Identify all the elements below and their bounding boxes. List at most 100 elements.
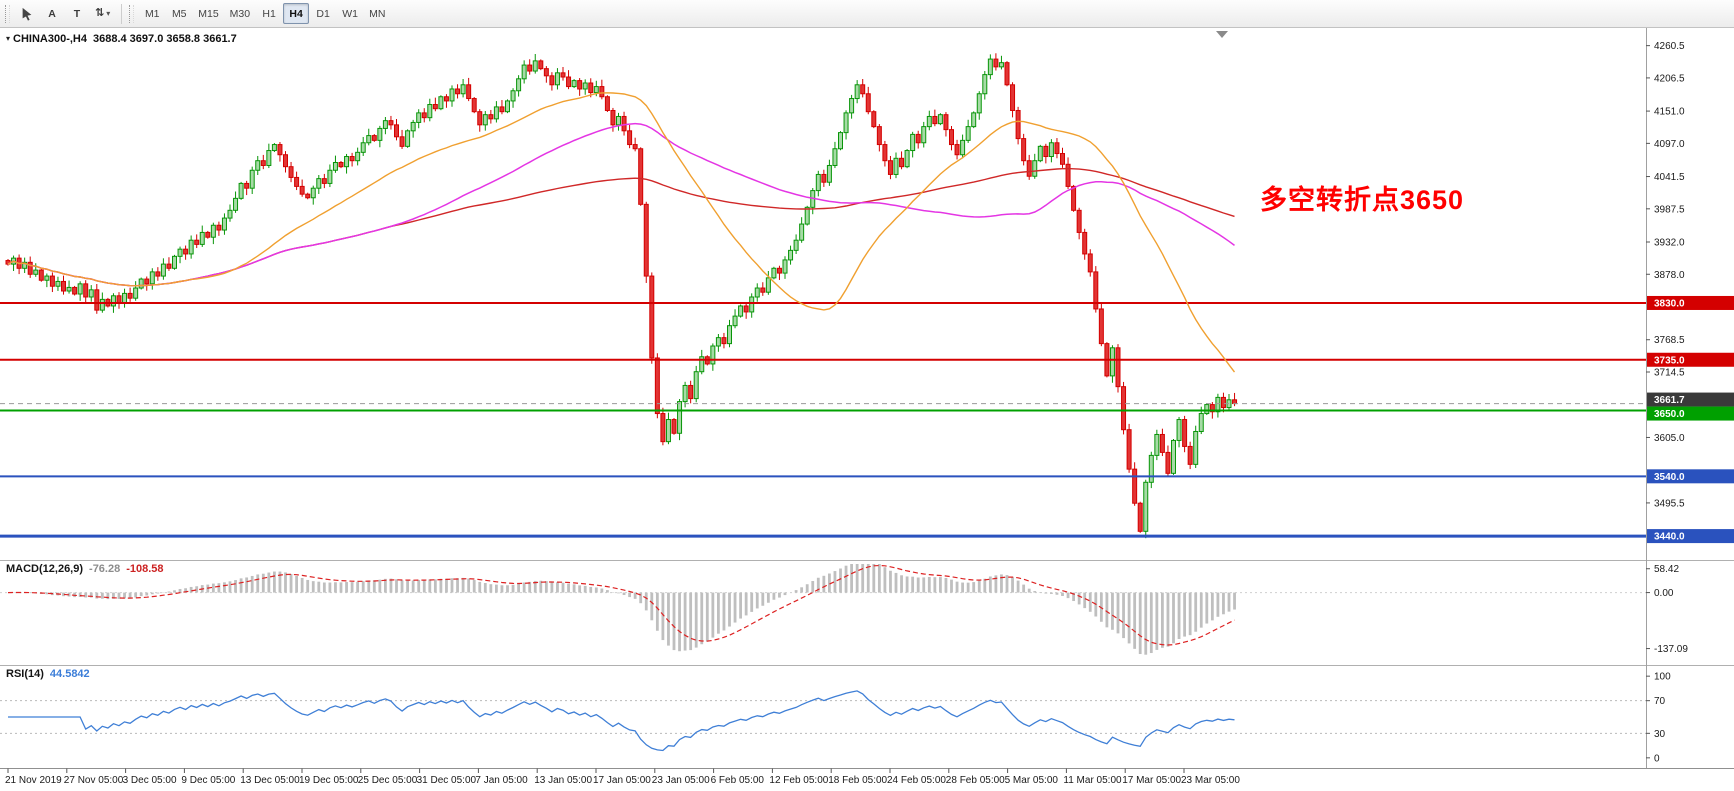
price-tick-label: 4260.5: [1654, 41, 1685, 52]
time-tick-label: 19 Dec 05:00: [299, 775, 359, 786]
price-badge-3735.0: [1647, 352, 1734, 367]
time-tick-label: 12 Feb 05:00: [769, 775, 828, 786]
ohlc-values: 3688.4 3697.0 3658.8 3661.7: [92, 33, 237, 45]
rsi-panel[interactable]: 100 70 30 0: [0, 672, 1671, 765]
rsi-line: [8, 690, 1235, 752]
price-tick-label: 3987.5: [1654, 204, 1685, 215]
macd-tick-label: -137.09: [1654, 644, 1688, 655]
time-tick-label: 17 Jan 05:00: [593, 775, 651, 786]
price-axis: 4260.5 4206.5 4151.0 4097.0 4041.5 3987.5 3932…: [1646, 41, 1734, 544]
time-tick-label: 13 Jan 05:00: [534, 775, 592, 786]
price-tick-label: 3495.5: [1654, 498, 1685, 509]
time-tick-label: 25 Dec 05:00: [358, 775, 418, 786]
price-badge-3440.0: [1647, 529, 1734, 544]
time-tick-label: 23 Jan 05:00: [652, 775, 710, 786]
timeframe-button-h1[interactable]: H1: [256, 3, 282, 24]
macd-panel[interactable]: 58.42 0.00 -137.09: [0, 564, 1688, 655]
svg-text:3735.0: 3735.0: [1654, 355, 1685, 366]
annotate-tool-button[interactable]: A: [40, 3, 64, 24]
price-badge-3540.0: [1647, 469, 1734, 484]
svg-text:3540.0: 3540.0: [1654, 472, 1685, 483]
svg-text:3830.0: 3830.0: [1654, 298, 1685, 309]
time-tick-label: 3 Dec 05:00: [123, 775, 177, 786]
price-tick-label: 4151.0: [1654, 107, 1685, 118]
macd-tick-label: 0.00: [1654, 588, 1674, 599]
price-tick-label: 4206.5: [1654, 73, 1685, 84]
price-tick-label: 3932.0: [1654, 237, 1685, 248]
toolbar-separator: [121, 3, 123, 24]
chart-marker-icon: ▾: [6, 34, 11, 43]
ma-mid-line: [7, 122, 1235, 287]
time-tick-label: 11 Mar 05:00: [1063, 775, 1122, 786]
svg-text:3440.0: 3440.0: [1654, 532, 1685, 543]
rsi-tick-label: 30: [1654, 729, 1666, 740]
macd-title: MACD(12,26,9): [6, 563, 84, 575]
macd-main-value: -76.28: [89, 563, 121, 575]
timeframe-button-m5[interactable]: M5: [166, 3, 192, 24]
arrows-tool-dropdown[interactable]: ⇅ ▾: [90, 3, 115, 24]
updown-arrows-icon: ⇅: [95, 7, 105, 19]
rsi-title: RSI(14): [6, 668, 44, 680]
timeframe-toolbar: M1 M5 M15 M30 H1 H4 D1 W1 MN: [139, 3, 390, 24]
moving-averages-layer: [7, 92, 1236, 373]
cursor-tool-button[interactable]: [15, 3, 39, 24]
macd-tick-label: 58.42: [1654, 564, 1679, 575]
timeframe-button-m30[interactable]: M30: [225, 3, 255, 24]
letter-a-icon: A: [48, 7, 56, 20]
timeframe-button-d1[interactable]: D1: [310, 3, 336, 24]
rsi-tick-label: 0: [1654, 753, 1660, 764]
time-tick-label: 7 Jan 05:00: [475, 775, 528, 786]
rsi-tick-label: 70: [1654, 696, 1666, 707]
timeframe-button-mn[interactable]: MN: [364, 3, 390, 24]
macd-signal-line: [7, 564, 1235, 646]
macd-signal-value: -108.58: [126, 563, 164, 575]
svg-text:3661.7: 3661.7: [1654, 395, 1685, 406]
timeframe-button-w1[interactable]: W1: [337, 3, 363, 24]
timeframe-button-m1[interactable]: M1: [139, 3, 165, 24]
time-tick-label: 6 Feb 05:00: [711, 775, 765, 786]
letter-t-icon: T: [73, 7, 81, 20]
candles-layer: [5, 53, 1238, 539]
svg-text:3650.0: 3650.0: [1654, 409, 1685, 420]
price-tick-label: 4097.0: [1654, 139, 1685, 150]
chart-annotation[interactable]: 多空转折点3650: [1260, 185, 1465, 215]
time-tick-label: 9 Dec 05:00: [181, 775, 235, 786]
time-tick-label: 31 Dec 05:00: [417, 775, 477, 786]
time-tick-label: 23 Mar 05:00: [1181, 775, 1240, 786]
chart-ohlc-header: ▾ CHINA300-,H4 3688.4 3697.0 3658.8 3661.7: [6, 33, 237, 45]
text-tool-button[interactable]: T: [65, 3, 89, 24]
price-badge-3661.7: [1647, 392, 1734, 407]
time-tick-label: 28 Feb 05:00: [946, 775, 1005, 786]
timeframe-button-h4[interactable]: H4: [283, 3, 310, 24]
time-tick-label: 21 Nov 2019: [5, 775, 62, 786]
time-tick-label: 27 Nov 05:00: [64, 775, 124, 786]
symbol-period-label: CHINA300-,H4: [13, 33, 87, 45]
price-tick-label: 3768.5: [1654, 335, 1685, 346]
chevron-down-icon: ▾: [106, 9, 111, 18]
main-toolbar: A T ⇅ ▾ M1 M5 M15 M30 H1 H4 D1 W1 MN: [0, 0, 1734, 28]
price-badge-3830.0: [1647, 295, 1734, 310]
time-axis[interactable]: 21 Nov 2019 27 Nov 05:00 3 Dec 05:00 9 Dec …: [5, 768, 1240, 787]
time-tick-label: 13 Dec 05:00: [240, 775, 300, 786]
price-tick-label: 3605.0: [1654, 433, 1685, 444]
chart-frame: [0, 28, 1734, 791]
timeframe-toolbar-grip[interactable]: [129, 4, 135, 23]
price-badge-3650.0: [1647, 406, 1734, 421]
hlines-layer[interactable]: [0, 301, 1646, 538]
macd-header: MACD(12,26,9) -76.28 -108.58: [6, 563, 164, 575]
timeframe-button-m15[interactable]: M15: [193, 3, 223, 24]
cursor-icon: [22, 7, 32, 21]
ma-fast-line: [7, 92, 1236, 373]
price-tick-label: 3714.5: [1654, 368, 1685, 379]
time-tick-label: 17 Mar 05:00: [1122, 775, 1181, 786]
price-tick-label: 3878.0: [1654, 270, 1685, 281]
rsi-tick-label: 100: [1654, 672, 1671, 683]
price-tick-label: 4041.5: [1654, 172, 1685, 183]
time-tick-label: 18 Feb 05:00: [828, 775, 887, 786]
toolbar-grip[interactable]: [5, 4, 10, 23]
time-tick-label: 5 Mar 05:00: [1005, 775, 1059, 786]
rsi-value: 44.5842: [49, 668, 90, 680]
chart-shift-marker-icon: [1216, 31, 1228, 38]
